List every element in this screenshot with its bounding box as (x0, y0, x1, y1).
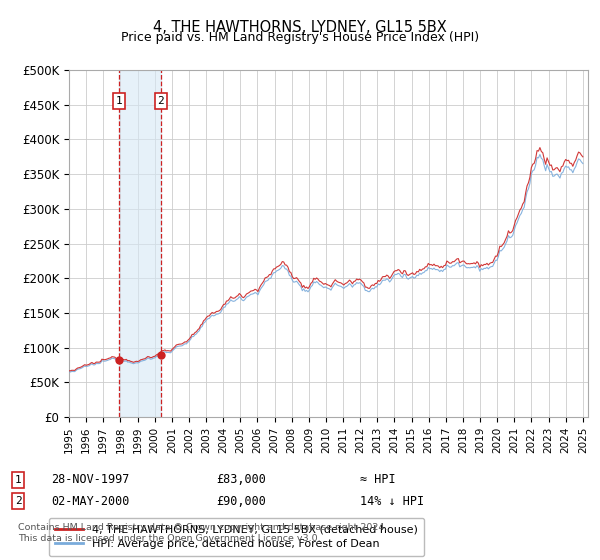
Text: 2: 2 (158, 96, 164, 106)
Text: 02-MAY-2000: 02-MAY-2000 (51, 494, 130, 508)
Text: Contains HM Land Registry data © Crown copyright and database right 2024.
This d: Contains HM Land Registry data © Crown c… (18, 524, 388, 543)
Text: 4, THE HAWTHORNS, LYDNEY, GL15 5BX: 4, THE HAWTHORNS, LYDNEY, GL15 5BX (153, 20, 447, 35)
Text: 1: 1 (115, 96, 122, 106)
Text: 1: 1 (14, 475, 22, 485)
Text: £90,000: £90,000 (216, 494, 266, 508)
Text: ≈ HPI: ≈ HPI (360, 473, 395, 487)
Text: £83,000: £83,000 (216, 473, 266, 487)
Text: 28-NOV-1997: 28-NOV-1997 (51, 473, 130, 487)
Text: Price paid vs. HM Land Registry's House Price Index (HPI): Price paid vs. HM Land Registry's House … (121, 31, 479, 44)
Bar (119, 70, 161, 417)
Text: 14% ↓ HPI: 14% ↓ HPI (360, 494, 424, 508)
Legend: 4, THE HAWTHORNS, LYDNEY, GL15 5BX (detached house), HPI: Average price, detache: 4, THE HAWTHORNS, LYDNEY, GL15 5BX (deta… (49, 518, 424, 556)
Text: 2: 2 (14, 496, 22, 506)
